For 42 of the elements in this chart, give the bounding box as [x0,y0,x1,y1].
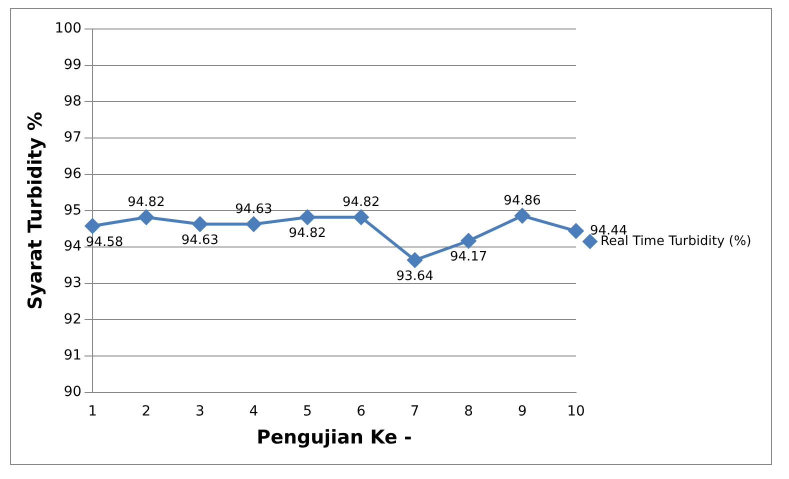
y-tick-label: 94 [64,238,82,255]
x-tick-label: 6 [356,403,366,420]
data-label: 94.82 [288,226,326,242]
y-axis-title: Syarat Turbidity % [24,112,46,310]
data-label: 94.82 [342,195,380,210]
x-tick-label: 1 [88,403,97,420]
y-tick-label: 100 [54,20,82,37]
y-tick-label: 99 [64,56,82,73]
point [246,216,262,232]
point [568,224,584,239]
y-tick-label: 91 [64,348,82,364]
y-tick-label: 97 [64,130,82,146]
data-label: 93.64 [396,268,434,284]
point [354,210,369,225]
data-label: 94.86 [504,194,541,209]
x-tick-label: 8 [464,403,474,420]
y-tick-label: 98 [64,93,82,110]
x-axis-title: Pengujian Ke - [256,426,412,449]
y-tick-label: 92 [64,311,82,328]
y-tick-label: 96 [64,166,82,182]
point [192,216,208,232]
data-label: 94.82 [128,195,165,210]
x-tick-label: 7 [410,403,420,420]
data-label: 94.63 [181,233,219,248]
x-tick-label: 9 [518,403,527,420]
point [300,210,315,225]
x-tick-label: 10 [567,403,585,420]
data-label: 94.63 [235,202,272,218]
point [461,233,476,248]
point [85,218,100,234]
point [514,208,530,224]
x-tick-label: 3 [196,403,204,420]
y-tick-label: 90 [64,384,82,400]
point [138,210,154,225]
x-tick-label: 4 [249,403,258,420]
y-tick-label: 93 [64,275,82,292]
y-tick-label: 95 [64,202,82,218]
x-tick-label: 5 [302,403,312,420]
data-label: 94.17 [450,250,488,265]
x-tick-label: 2 [142,403,151,420]
point [407,252,422,268]
data-label: 94.58 [86,234,124,250]
